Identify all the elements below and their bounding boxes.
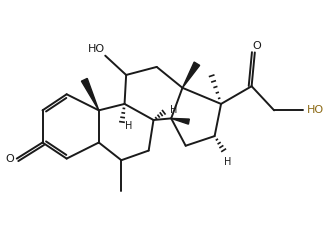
Text: H: H [224,157,231,167]
Polygon shape [171,118,189,124]
Polygon shape [182,62,200,88]
Text: O: O [6,154,14,164]
Text: HO: HO [88,44,105,54]
Text: HO: HO [307,105,324,115]
Text: H: H [125,121,133,132]
Text: O: O [252,41,261,51]
Text: H: H [170,105,177,115]
Polygon shape [81,78,99,110]
